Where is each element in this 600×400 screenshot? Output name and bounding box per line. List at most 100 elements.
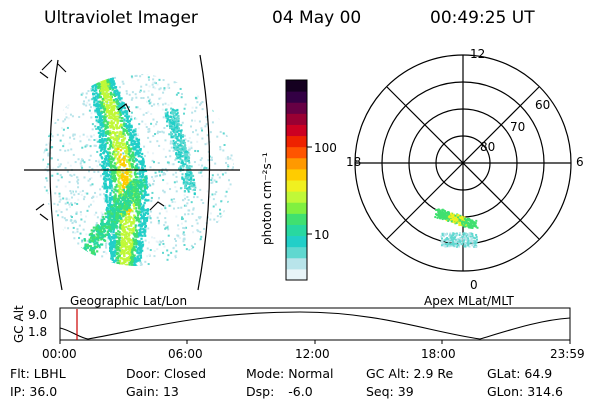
aurora-pixel: [110, 93, 113, 96]
aurora-pixel: [189, 187, 192, 190]
aurora-pixel: [75, 265, 78, 266]
aurora-pixel: [100, 164, 104, 167]
aurora-pixel: [69, 263, 72, 266]
noise-pixel: [58, 195, 61, 198]
noise-pixel: [167, 103, 170, 106]
aurora-pixel: [126, 282, 128, 284]
noise-pixel: [62, 108, 65, 111]
noise-pixel: [66, 170, 69, 173]
aurora-pixel: [143, 185, 147, 188]
aurora-pixel: [97, 127, 100, 130]
aurora-pixel: [126, 206, 129, 209]
aurora-pixel: [124, 114, 127, 117]
noise-pixel: [214, 203, 217, 206]
noise-pixel: [66, 201, 69, 204]
aurora-pixel: [109, 140, 112, 143]
noise-pixel: [210, 239, 213, 242]
aurora-pixel: [137, 210, 140, 213]
aurora-pixel: [113, 285, 115, 287]
noise-pixel: [181, 199, 184, 202]
noise-pixel: [67, 93, 70, 96]
aurora-pixel: [105, 198, 108, 201]
aurora-pixel: [98, 128, 102, 131]
aurora-pixel: [95, 242, 98, 245]
aurora-pixel: [175, 118, 178, 121]
aurora-pixel: [132, 148, 136, 151]
aurora-pixel: [132, 271, 134, 273]
aurora-pixel: [174, 109, 177, 112]
noise-pixel: [169, 188, 172, 191]
noise-pixel: [221, 93, 224, 96]
aurora-pixel: [127, 209, 130, 212]
noise-pixel: [215, 180, 218, 183]
noise-pixel: [91, 123, 94, 126]
aurora-pixel: [127, 194, 130, 198]
aurora-pixel: [81, 255, 85, 258]
aurora-pixel: [132, 218, 135, 221]
aurora-pixel: [102, 167, 105, 170]
noise-pixel: [154, 171, 157, 174]
aurora-pixel: [105, 111, 108, 114]
noise-pixel: [172, 173, 175, 176]
aurora-pixel: [174, 128, 177, 131]
aurora-pixel: [102, 78, 105, 82]
aurora-pixel: [84, 257, 88, 260]
aurora-pixel: [136, 249, 139, 252]
noise-pixel: [59, 198, 62, 201]
noise-pixel: [146, 151, 149, 154]
aurora-pixel: [89, 249, 92, 252]
aurora-pixel: [120, 220, 124, 223]
noise-pixel: [152, 152, 155, 155]
aurora-pixel: [108, 212, 111, 215]
aurora-pixel: [90, 252, 94, 255]
noise-pixel: [224, 171, 227, 174]
noise-pixel: [183, 237, 186, 240]
aurora-pixel: [109, 238, 112, 241]
noise-pixel: [147, 110, 150, 113]
noise-pixel: [183, 107, 186, 110]
aurora-pixel: [115, 224, 118, 228]
aurora-pixel: [128, 206, 131, 210]
aurora-pixel: [108, 216, 111, 219]
noise-pixel: [42, 192, 44, 195]
noise-pixel: [227, 165, 230, 168]
noise-pixel: [130, 75, 133, 78]
aurora-pixel: [104, 212, 107, 215]
noise-pixel: [213, 103, 216, 106]
colorbar-swatch: [286, 224, 307, 237]
noise-pixel: [225, 190, 228, 193]
aurora-pixel: [97, 74, 100, 77]
aurora-pixel: [121, 273, 123, 275]
noise-pixel: [148, 215, 151, 218]
noise-pixel: [74, 202, 77, 205]
aurora-pixel: [135, 243, 138, 246]
aurora-pixel: [142, 230, 145, 234]
noise-pixel: [94, 144, 97, 147]
noise-pixel: [228, 262, 231, 265]
aurora-pixel: [142, 215, 145, 218]
aurora-pixel: [114, 251, 118, 254]
aurora-pixel: [75, 270, 77, 272]
aurora-pixel: [128, 220, 131, 223]
noise-pixel: [135, 74, 138, 77]
aurora-pixel: [103, 143, 107, 147]
aurora-pixel: [123, 211, 126, 214]
aurora-pixel: [173, 142, 176, 145]
noise-pixel: [175, 260, 178, 263]
aurora-pixel: [131, 210, 134, 213]
aurora-pixel: [128, 270, 130, 272]
aurora-pixel: [116, 267, 118, 269]
aurora-pixel: [121, 248, 124, 252]
noise-pixel: [192, 131, 195, 134]
aurora-pixel: [147, 199, 150, 202]
noise-pixel: [164, 173, 167, 176]
noise-pixel: [235, 94, 237, 96]
aurora-pixel: [104, 156, 107, 159]
aurora-pixel: [107, 214, 110, 218]
aurora-pixel: [140, 155, 143, 158]
aurora-pixel: [98, 78, 102, 82]
noise-pixel: [42, 251, 43, 254]
aurora-pixel: [172, 112, 175, 115]
aurora-pixel: [187, 170, 190, 173]
aurora-pixel: [177, 134, 180, 137]
